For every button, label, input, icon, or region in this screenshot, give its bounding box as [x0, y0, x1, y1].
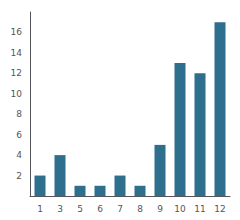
svg-text:14: 14	[11, 48, 23, 58]
svg-text:7: 7	[117, 204, 123, 214]
svg-text:12: 12	[11, 68, 22, 78]
svg-text:3: 3	[57, 204, 63, 214]
svg-text:5: 5	[77, 204, 83, 214]
svg-text:16: 16	[11, 27, 23, 37]
svg-text:9: 9	[157, 204, 163, 214]
svg-text:8: 8	[16, 109, 22, 119]
svg-text:1: 1	[37, 204, 43, 214]
svg-text:6: 6	[16, 130, 22, 140]
svg-text:6: 6	[97, 204, 103, 214]
svg-text:4: 4	[16, 150, 22, 160]
svg-text:10: 10	[174, 204, 186, 214]
svg-text:10: 10	[11, 89, 23, 99]
svg-text:2: 2	[16, 171, 22, 181]
svg-text:12: 12	[214, 204, 225, 214]
svg-text:11: 11	[194, 204, 205, 214]
svg-text:8: 8	[137, 204, 143, 214]
